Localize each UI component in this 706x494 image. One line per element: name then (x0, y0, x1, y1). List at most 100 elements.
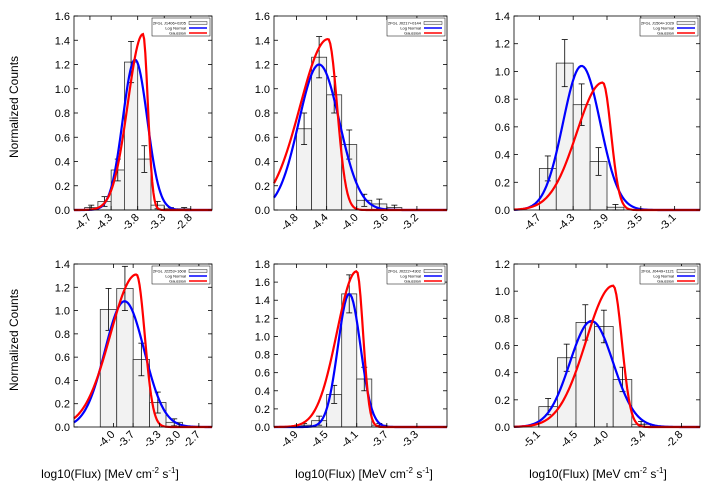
legend-entry-gaussian-label: Gaussian (404, 279, 421, 284)
legend-entry-lognormal-label: Log Normal (400, 274, 421, 279)
legend-entry-histogram-label: 2FGL J0222+4302 (388, 269, 422, 274)
y-tick-label: 1.0 (55, 84, 70, 96)
x-title-suffix: ] (663, 467, 666, 481)
y-tick-label: 0.6 (55, 352, 70, 364)
y-tick-label: 0.0 (255, 205, 270, 217)
y-tick-label: 1.2 (495, 39, 510, 51)
y-tick-label: 0.0 (495, 422, 510, 434)
x-title-mid: s (413, 467, 422, 481)
y-tick-label: 0.8 (255, 350, 270, 362)
y-tick-label: 0.4 (255, 386, 270, 398)
y-tick-label: 1.0 (255, 331, 270, 343)
x-tick-label: -4.7 (72, 212, 94, 234)
y-tick-label: 0.2 (495, 395, 510, 407)
y-tick-label: 1.0 (55, 306, 70, 318)
y-tick-label: 0.8 (55, 329, 70, 341)
y-tick-label: 0.8 (55, 108, 70, 120)
legend-entry-lognormal-label: Log Normal (653, 26, 674, 31)
legend-swatch-histogram (188, 269, 208, 273)
legend-swatch-histogram (676, 21, 696, 25)
y-tick-label: 1.2 (55, 282, 70, 294)
x-title-prefix: log10(Flux) [MeV cm (295, 467, 406, 481)
y-tick-label: 0.6 (495, 122, 510, 134)
legend-entry-gaussian-label: Gaussian (657, 279, 674, 284)
x-tick-label: -4.1 (339, 429, 361, 451)
x-tick-label: -3.3 (399, 429, 421, 451)
x-tick-label: -3.3 (146, 212, 168, 234)
x-axis-title-3: log10(Flux) [MeV cm-2 s-1] (529, 466, 667, 481)
x-title-exp2: -1 (422, 466, 430, 475)
y-tick-label: 0.6 (255, 368, 270, 380)
y-tick-label: 1.0 (495, 66, 510, 78)
y-tick-label: 0.0 (495, 205, 510, 217)
y-tick-label: 0.6 (55, 132, 70, 144)
x-tick-label: -2.7 (181, 429, 203, 451)
y-tick-label: 0.8 (255, 108, 270, 120)
x-title-exp2: -1 (656, 466, 664, 475)
y-tick-label: 1.4 (255, 295, 270, 307)
plot-frame (73, 263, 213, 428)
legend-entry-gaussian-label: Gaussian (657, 31, 674, 36)
histogram-bar (341, 293, 358, 428)
x-title-exp1: -2 (152, 466, 160, 475)
x-title-exp2: -1 (168, 466, 176, 475)
x-tick-label: -4.4 (309, 212, 331, 234)
legend-entry-lognormal-label: Log Normal (165, 26, 186, 31)
y-tick-label: 1.2 (255, 313, 270, 325)
x-tick-label: -4.0 (589, 429, 611, 451)
x-tick-label: -4.3 (93, 212, 115, 234)
y-tick-label: 0.2 (55, 181, 70, 193)
y-tick-label: 1.0 (495, 286, 510, 298)
x-tick-label: -3.1 (657, 212, 679, 234)
x-tick-label: -3.7 (115, 429, 137, 451)
x-tick-label: -4.5 (309, 429, 331, 451)
legend-entry-gaussian-label: Gaussian (169, 279, 186, 284)
x-tick-label: -3.0 (161, 429, 183, 451)
x-tick-label: -3.2 (399, 212, 421, 234)
x-title-exp1: -2 (640, 466, 648, 475)
x-tick-label: -2.8 (664, 429, 686, 451)
y-tick-label: 0.0 (55, 422, 70, 434)
y-tick-label: 0.4 (495, 150, 510, 162)
legend-entry-histogram-label: 2FGL J1406+0205 (153, 21, 187, 26)
histogram-bar (311, 56, 328, 211)
legend-swatch-histogram (423, 21, 443, 25)
x-tick-label: -3.9 (589, 212, 611, 234)
y-tick-label: 0.6 (255, 132, 270, 144)
legend-entry-histogram-label: 2FGL J0217+0144 (388, 21, 422, 26)
y-tick-label: 1.4 (55, 259, 70, 271)
x-tick-label: -3.6 (369, 212, 391, 234)
x-title-prefix: log10(Flux) [MeV cm (41, 467, 152, 481)
y-tick-label: 0.6 (495, 341, 510, 353)
x-tick-label: -4.7 (522, 212, 544, 234)
legend-entry-gaussian-label: Gaussian (169, 31, 186, 36)
x-title-suffix: ] (175, 467, 178, 481)
y-axis-title-bottom: Normalized Counts (7, 289, 21, 391)
x-title-prefix: log10(Flux) [MeV cm (529, 467, 640, 481)
x-axis-title-2: log10(Flux) [MeV cm-2 s-1] (295, 466, 433, 481)
y-tick-label: 0.2 (255, 181, 270, 193)
x-axis-title-1: log10(Flux) [MeV cm-2 s-1] (41, 466, 179, 481)
x-tick-label: -4.8 (279, 212, 301, 234)
y-tick-label: 1.2 (55, 60, 70, 72)
histogram-panel-2: 0.00.20.40.60.81.01.21.41.6-4.8 -4.4 -4.0-… (255, 11, 448, 234)
x-title-mid: s (159, 467, 168, 481)
legend-swatch-histogram (676, 269, 696, 273)
y-tick-label: 0.8 (495, 94, 510, 106)
y-tick-label: 1.4 (55, 35, 70, 47)
x-tick-label: -4.5 (558, 429, 580, 451)
x-tick-label: -4.3 (555, 212, 577, 234)
legend-entry-lognormal-label: Log Normal (165, 274, 186, 279)
x-tick-label: -5.1 (521, 429, 543, 451)
y-tick-label: 1.6 (255, 277, 270, 289)
histogram-panel-6: 0.0 0.2 0.4 0.6 0.8 1.0 1.2 -5.1 -4.5 -4.0 -3.4 -2.… (495, 259, 701, 451)
plot-frame (273, 263, 448, 428)
y-tick-label: 0.8 (495, 313, 510, 325)
y-tick-label: 1.4 (495, 11, 510, 23)
y-tick-label: 0.0 (55, 205, 70, 217)
legend-entry-lognormal-label: Log Normal (400, 26, 421, 31)
y-tick-label: 1.0 (255, 84, 270, 96)
histogram-panel-3: 0.0 0.2 0.4 0.6 0.8 1.0 1.2 1.4 -4.7 -4.3 -3.9 -3.5… (495, 11, 701, 234)
legend-swatch-histogram (188, 21, 208, 25)
y-tick-label: 1.6 (255, 11, 270, 23)
